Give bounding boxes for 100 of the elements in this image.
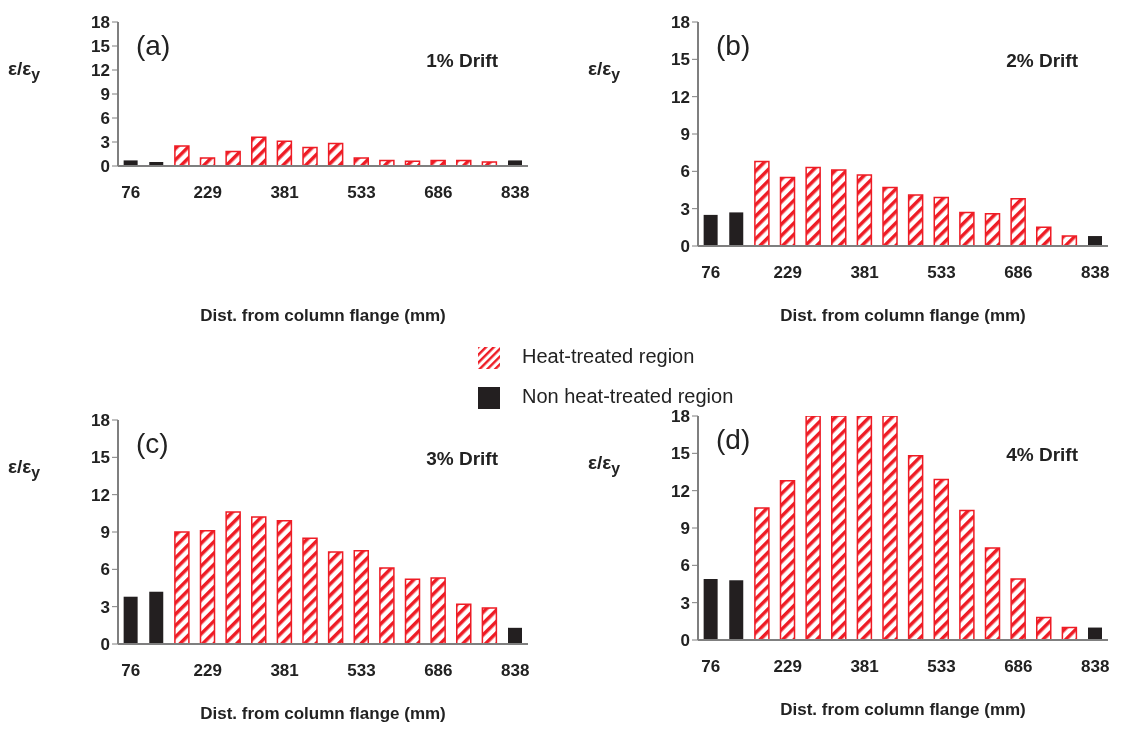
bar <box>754 507 770 640</box>
y-tick-label: 3 <box>100 133 110 153</box>
bar <box>1010 578 1026 640</box>
bar <box>729 212 744 246</box>
x-axis-title: Dist. from column flange (mm) <box>779 306 1027 326</box>
bar <box>856 416 873 640</box>
y-tick-label: 6 <box>100 109 110 129</box>
y-tick-label: 6 <box>680 556 690 576</box>
y-tick-label: 0 <box>100 635 110 655</box>
x-tick-label: 229 <box>773 263 802 283</box>
bar <box>831 169 847 246</box>
bar <box>302 537 318 644</box>
y-tick-label: 12 <box>671 481 690 501</box>
y-axis-title: ε/ε$_{y}$ <box>588 452 621 478</box>
bar <box>754 160 770 246</box>
bar <box>276 520 293 644</box>
y-tick-label: 18 <box>91 411 110 431</box>
x-axis-title: Dist. from column flange (mm) <box>199 306 447 326</box>
y-tick-label: 18 <box>671 13 690 33</box>
annotation: 2% Drift <box>1006 50 1078 72</box>
y-tick-label: 15 <box>91 37 110 57</box>
bar <box>984 212 1001 246</box>
bar <box>959 211 975 246</box>
x-tick-label: 838 <box>1081 657 1110 677</box>
bar <box>1036 616 1052 640</box>
bar <box>703 214 718 246</box>
x-tick-label: 533 <box>927 263 956 283</box>
bar <box>1088 236 1103 246</box>
x-tick-label: 686 <box>424 661 453 681</box>
y-tick-label: 0 <box>680 631 690 651</box>
x-tick-label: 229 <box>193 661 222 681</box>
bar <box>907 194 924 246</box>
bar <box>729 580 744 640</box>
y-tick-label: 15 <box>671 50 690 70</box>
bar <box>856 174 873 246</box>
bar <box>225 511 241 644</box>
bar <box>481 607 498 644</box>
bar <box>1036 226 1052 246</box>
x-axis-title: Dist. from column flange (mm) <box>779 700 1027 720</box>
bar <box>353 549 370 644</box>
x-tick-label: 838 <box>501 183 530 203</box>
annotation: (c) <box>136 428 169 460</box>
y-tick-label: 9 <box>100 85 110 105</box>
bar <box>456 603 472 644</box>
x-tick-label: 229 <box>193 183 222 203</box>
bar <box>404 578 421 644</box>
x-tick-label: 533 <box>347 661 376 681</box>
y-tick-label: 0 <box>680 237 690 257</box>
bar <box>933 478 950 640</box>
x-tick-label: 229 <box>773 657 802 677</box>
annotation: 1% Drift <box>426 50 498 72</box>
bar <box>882 416 898 640</box>
x-tick-label: 838 <box>501 661 530 681</box>
y-axis-title: ε/ε$_{y}$ <box>8 58 41 84</box>
bar <box>123 596 138 644</box>
y-tick-label: 18 <box>91 13 110 33</box>
bar <box>933 196 950 246</box>
bar <box>1061 235 1078 246</box>
y-tick-label: 12 <box>671 87 690 107</box>
y-tick-label: 12 <box>91 61 110 81</box>
x-tick-label: 533 <box>927 657 956 677</box>
annotation: 3% Drift <box>426 448 498 470</box>
bar <box>779 479 796 640</box>
annotation: (d) <box>716 424 751 456</box>
y-axis-title: ε/ε$_{y}$ <box>588 58 621 84</box>
bar <box>1010 197 1026 246</box>
bar <box>882 186 898 246</box>
y-tick-label: 15 <box>91 448 110 468</box>
x-tick-label: 533 <box>347 183 376 203</box>
x-tick-label: 686 <box>1004 263 1033 283</box>
x-tick-label: 76 <box>121 661 141 681</box>
x-tick-label: 838 <box>1081 263 1110 283</box>
bar <box>703 579 718 640</box>
bar <box>508 627 523 644</box>
y-tick-label: 0 <box>100 157 110 177</box>
bar <box>149 591 164 644</box>
annotation: (a) <box>136 30 171 62</box>
y-axis-title: ε/ε$_{y}$ <box>8 456 41 482</box>
y-tick-label: 9 <box>680 125 690 145</box>
x-tick-label: 381 <box>850 263 879 283</box>
bar <box>174 531 190 644</box>
y-tick-label: 6 <box>100 560 110 580</box>
y-tick-label: 6 <box>680 162 690 182</box>
x-tick-label: 686 <box>424 183 453 203</box>
y-tick-label: 18 <box>671 407 690 427</box>
y-tick-label: 15 <box>671 444 690 464</box>
annotation: (b) <box>716 30 751 62</box>
x-tick-label: 76 <box>701 657 721 677</box>
y-tick-label: 3 <box>680 593 690 613</box>
legend-label: Heat-treated region <box>522 345 695 367</box>
annotation: 4% Drift <box>1006 444 1078 466</box>
x-tick-label: 76 <box>121 183 141 203</box>
bar <box>327 551 344 644</box>
bar <box>984 547 1001 640</box>
legend-label: Non heat-treated region <box>522 385 734 407</box>
bar <box>199 530 216 644</box>
y-tick-label: 3 <box>680 199 690 219</box>
bar <box>805 166 821 246</box>
y-tick-label: 9 <box>100 523 110 543</box>
bar <box>379 567 395 644</box>
